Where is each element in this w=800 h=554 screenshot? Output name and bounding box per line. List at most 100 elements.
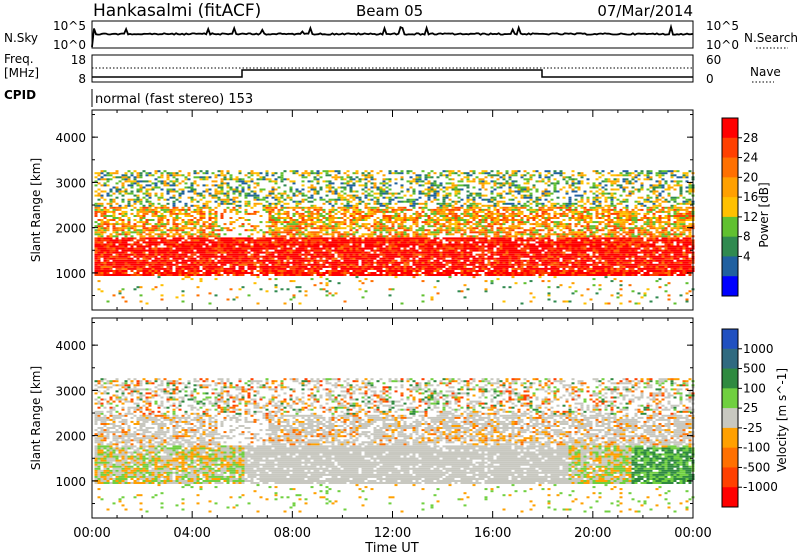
power-cell bbox=[253, 245, 257, 248]
power-cell bbox=[391, 257, 395, 260]
power-cell bbox=[337, 231, 341, 234]
power-cell bbox=[244, 261, 248, 264]
power-cell bbox=[274, 290, 278, 293]
power-cell bbox=[451, 249, 455, 252]
power-cell bbox=[409, 200, 413, 203]
power-cell bbox=[142, 215, 146, 217]
power-cell bbox=[334, 221, 338, 224]
power-cell bbox=[451, 184, 455, 187]
power-cell bbox=[382, 196, 386, 199]
power-cell bbox=[382, 261, 386, 264]
power-cell bbox=[439, 274, 443, 276]
power-cell bbox=[325, 247, 329, 250]
power-cell bbox=[322, 237, 326, 240]
power-cell bbox=[391, 249, 395, 252]
power-cell bbox=[481, 251, 485, 254]
power-cell bbox=[280, 208, 284, 211]
power-cell bbox=[106, 235, 110, 238]
power-cell bbox=[445, 231, 449, 234]
power-cell bbox=[187, 241, 191, 244]
power-cell bbox=[121, 225, 125, 228]
power-cell bbox=[352, 243, 356, 246]
power-cell bbox=[190, 243, 194, 246]
power-cell bbox=[313, 204, 317, 207]
power-cell bbox=[457, 227, 461, 230]
power-cell bbox=[358, 257, 362, 260]
power-cell bbox=[112, 215, 116, 217]
power-cell bbox=[160, 212, 164, 215]
power-cell bbox=[220, 239, 224, 242]
power-cell bbox=[397, 251, 401, 254]
power-cell bbox=[412, 235, 416, 238]
power-cell bbox=[148, 245, 152, 248]
power-cell bbox=[343, 221, 347, 224]
power-cell bbox=[463, 231, 467, 234]
power-cell bbox=[175, 267, 179, 270]
power-cell bbox=[493, 208, 497, 211]
power-cell bbox=[499, 225, 503, 228]
power-cell bbox=[202, 178, 206, 181]
power-cell bbox=[409, 239, 413, 242]
power-cell bbox=[382, 227, 386, 230]
power-cell bbox=[136, 172, 140, 175]
power-cell bbox=[289, 190, 293, 193]
power-cell bbox=[394, 243, 398, 246]
power-cell bbox=[388, 237, 392, 240]
power-cell bbox=[397, 263, 401, 266]
power-cell bbox=[160, 188, 164, 191]
power-cell bbox=[244, 204, 248, 207]
power-cell bbox=[100, 172, 104, 175]
power-cell bbox=[268, 229, 272, 232]
power-cell bbox=[184, 227, 188, 230]
power-cell bbox=[502, 174, 506, 177]
power-cell bbox=[355, 274, 359, 276]
power-cell bbox=[376, 261, 380, 264]
power-cell bbox=[187, 206, 191, 209]
power-cell bbox=[172, 184, 176, 187]
power-cell bbox=[199, 206, 203, 209]
power-cell bbox=[499, 274, 503, 276]
power-cell bbox=[211, 247, 215, 250]
power-cell bbox=[127, 267, 131, 270]
power-cell bbox=[481, 241, 485, 244]
power-cell bbox=[388, 217, 392, 219]
power-cell bbox=[328, 215, 332, 217]
power-cell bbox=[94, 245, 98, 248]
power-cell bbox=[283, 170, 287, 173]
power-cell bbox=[109, 202, 113, 205]
power-cell bbox=[460, 270, 464, 272]
power-cell bbox=[286, 259, 290, 262]
power-cell bbox=[121, 257, 125, 260]
power-cell bbox=[403, 257, 407, 260]
power-cell bbox=[490, 180, 494, 183]
power-cell bbox=[490, 217, 494, 219]
power-cell bbox=[364, 227, 368, 230]
power-cell bbox=[388, 253, 392, 256]
power-cell bbox=[112, 212, 116, 215]
power-cell bbox=[337, 192, 341, 195]
power-cell bbox=[451, 229, 455, 232]
power-cell bbox=[235, 261, 239, 264]
power-cell bbox=[424, 274, 428, 276]
power-cell bbox=[466, 237, 470, 240]
power-cell bbox=[214, 257, 218, 260]
power-cell bbox=[97, 267, 101, 270]
power-cell bbox=[397, 200, 401, 203]
power-cell bbox=[238, 200, 242, 203]
power-cell bbox=[358, 215, 362, 217]
power-cell bbox=[208, 206, 212, 209]
power-cell bbox=[349, 186, 353, 189]
power-cell bbox=[334, 174, 338, 177]
power-cell bbox=[262, 206, 266, 209]
power-cell bbox=[445, 186, 449, 189]
power-cell bbox=[283, 261, 287, 264]
power-cell bbox=[304, 172, 308, 175]
power-cell bbox=[484, 257, 488, 260]
power-cell bbox=[214, 190, 218, 193]
power-cell bbox=[385, 259, 389, 262]
power-cell bbox=[109, 270, 113, 272]
power-cell bbox=[343, 204, 347, 207]
power-cell bbox=[160, 233, 164, 236]
power-cell bbox=[244, 212, 248, 215]
power-cell bbox=[196, 219, 200, 221]
